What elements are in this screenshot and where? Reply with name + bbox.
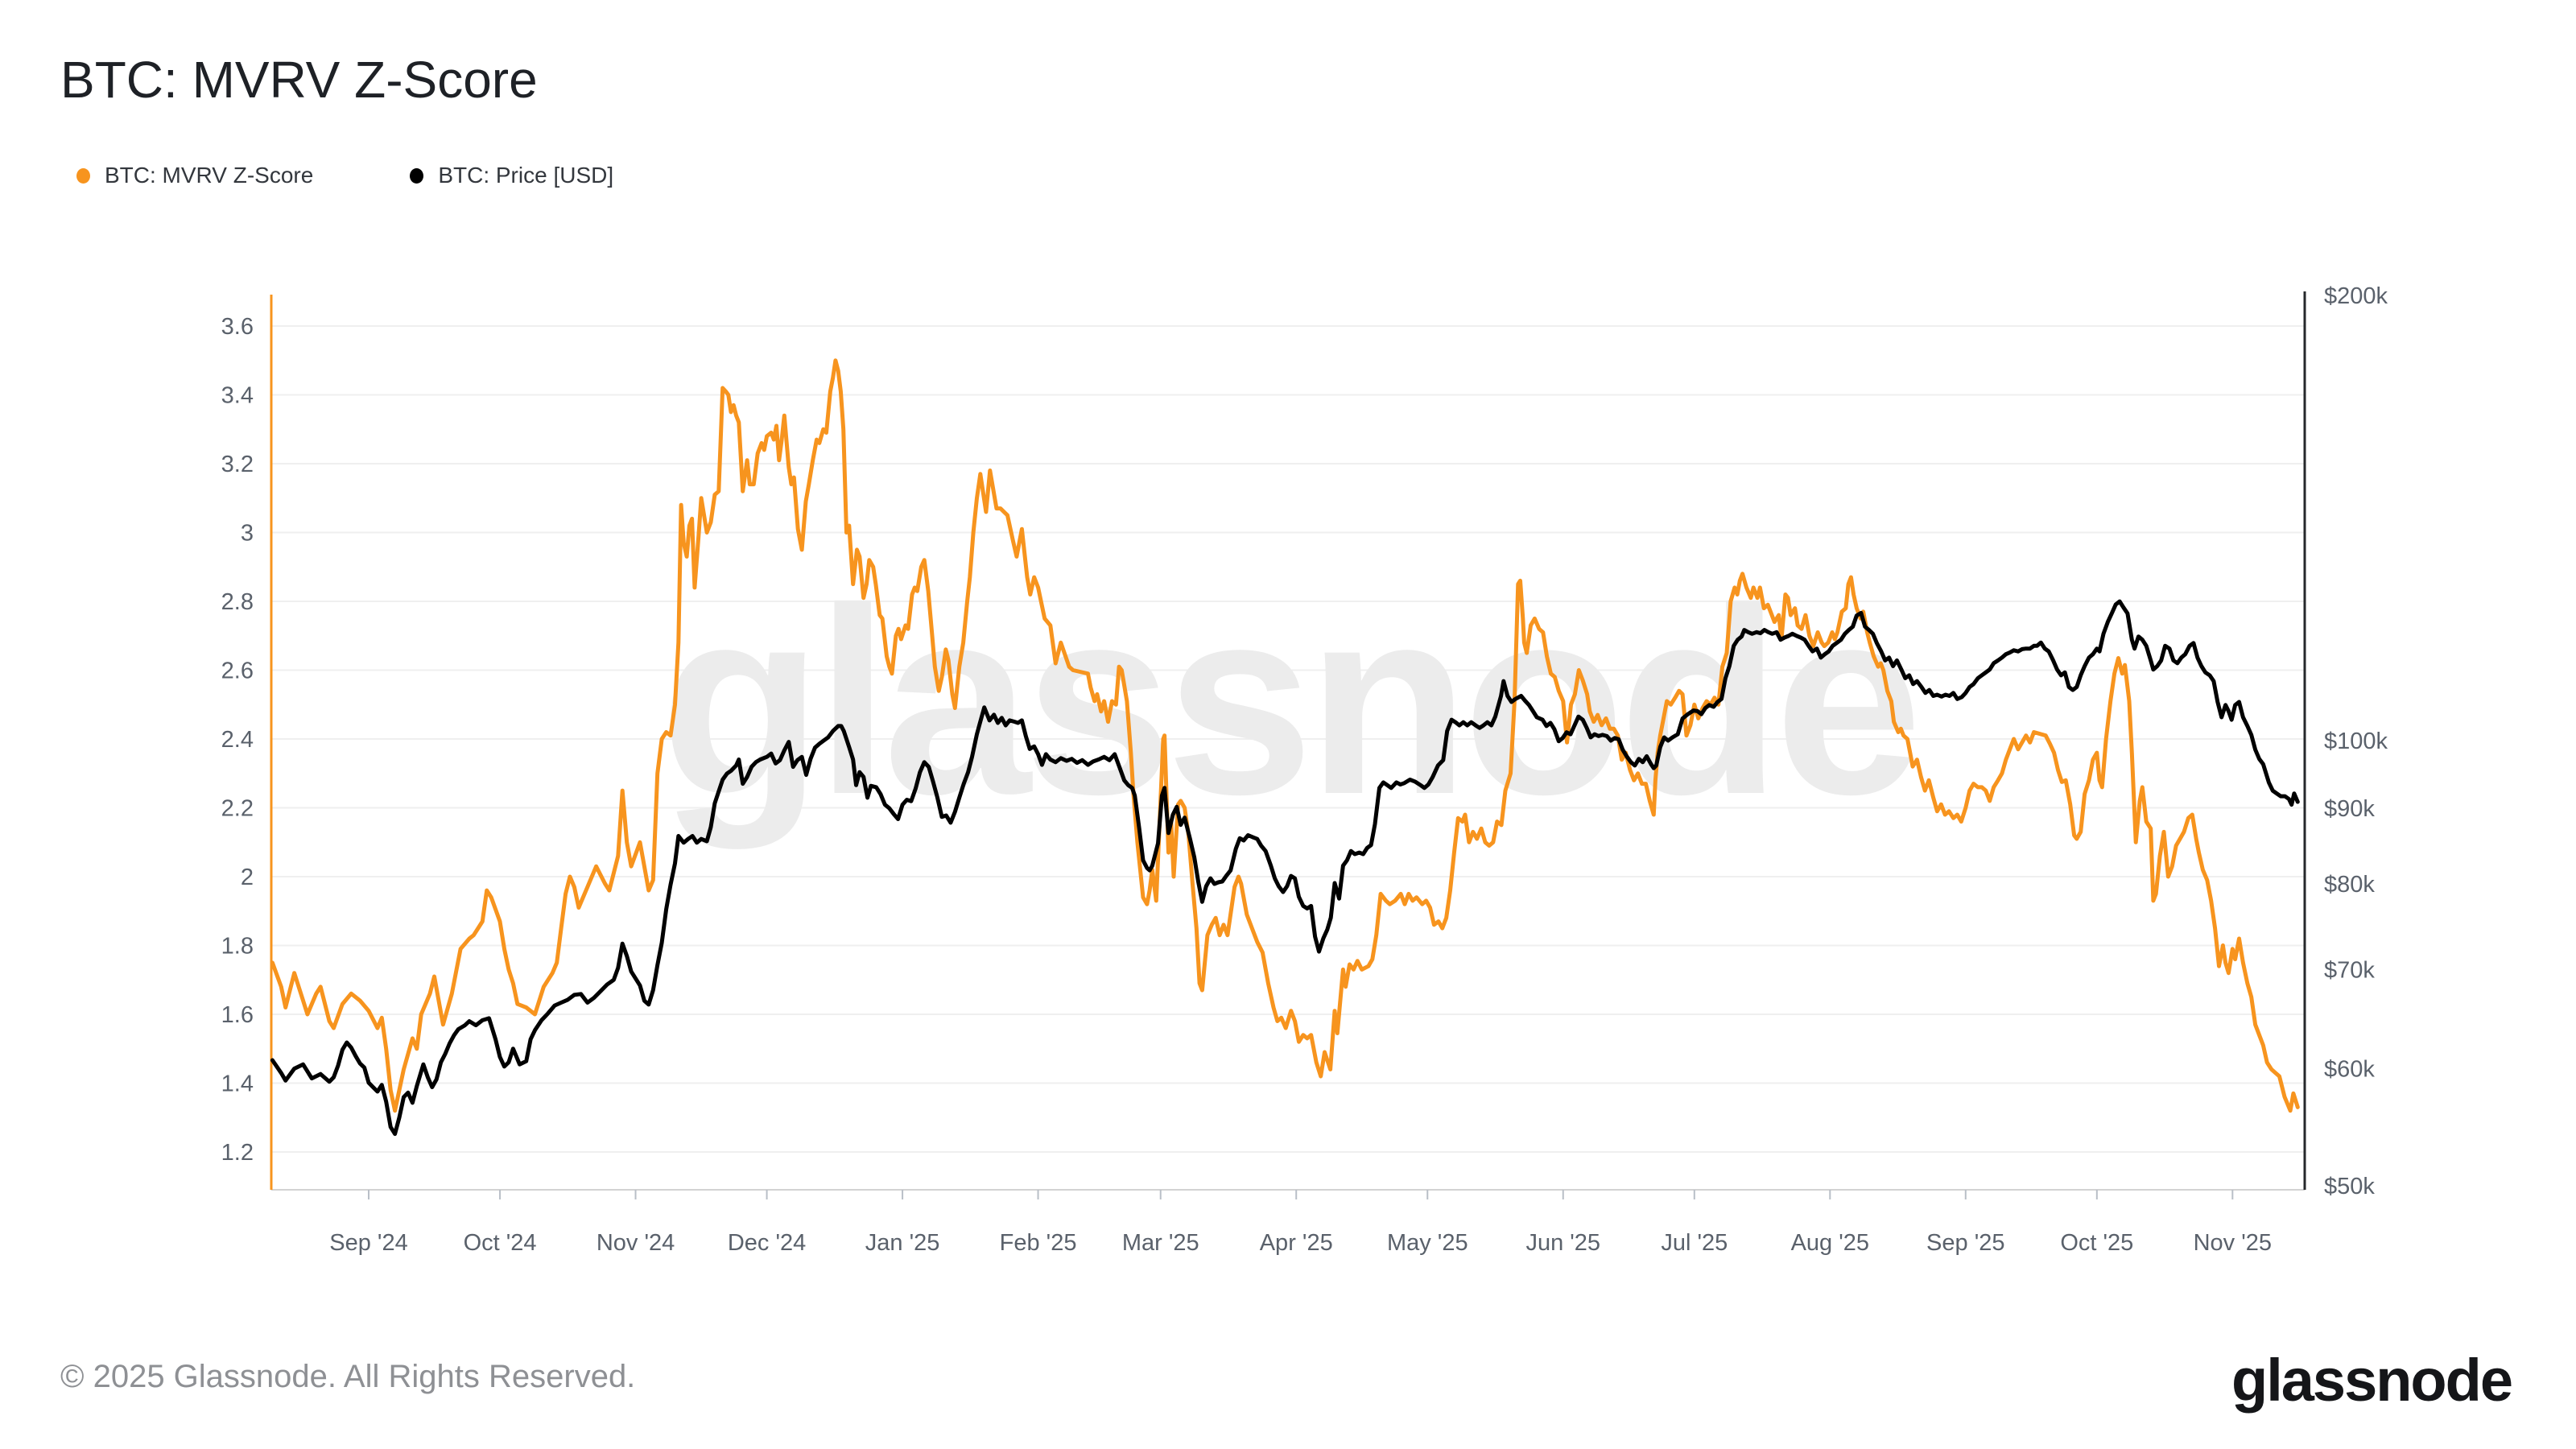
z-tick-label: 3.2 [221,452,254,477]
price-tick-label: $60k [2324,1057,2375,1083]
z-tick-label: 3.4 [221,383,254,409]
legend-item-mvrv[interactable]: BTC: MVRV Z-Score [76,163,313,188]
x-tick-label: Jun '25 [1525,1230,1600,1256]
price-tick-label: $100k [2324,729,2388,754]
price-tick-label: $90k [2324,796,2375,822]
z-tick-label: 2.8 [221,589,254,615]
x-tick-label: Jul '25 [1661,1230,1728,1256]
z-tick-label: 1.4 [221,1071,254,1097]
glassnode-logo: glassnode [2231,1347,2513,1414]
legend-label-price: BTC: Price [USD] [438,163,614,188]
page-title: BTC: MVRV Z-Score [60,51,538,109]
z-tick-label: 2.2 [221,796,254,822]
mvrv-series-dot-icon [76,167,90,184]
x-tick-label: Jan '25 [865,1230,940,1256]
z-tick-label: 3.6 [221,314,254,340]
z-tick-label: 2.6 [221,658,254,684]
z-tick-label: 1.2 [221,1140,254,1166]
x-tick-label: Sep '24 [329,1230,407,1256]
x-tick-label: Nov '25 [2194,1230,2272,1256]
z-tick-label: 2.4 [221,727,254,753]
x-tick-label: May '25 [1387,1230,1468,1256]
legend: BTC: MVRV Z-Score BTC: Price [USD] [76,163,613,188]
x-tick-label: Sep '25 [1926,1230,2004,1256]
legend-item-price[interactable]: BTC: Price [USD] [410,163,613,188]
price-line [270,599,2300,1137]
price-tick-label: $70k [2324,958,2375,984]
x-tick-label: Oct '25 [2060,1230,2133,1256]
z-tick-label: 1.8 [221,934,254,960]
copyright-text: © 2025 Glassnode. All Rights Reserved. [60,1359,636,1394]
z-tick-label: 3 [241,521,254,547]
z-tick-label: 2 [241,865,254,890]
x-tick-label: Feb '25 [1000,1230,1077,1256]
x-tick-label: Nov '24 [597,1230,675,1256]
price-tick-label: $50k [2324,1174,2375,1199]
x-tick-label: Oct '24 [464,1230,537,1256]
x-tick-label: Dec '24 [728,1230,806,1256]
watermark: glassnode [660,552,1916,851]
x-tick-label: Mar '25 [1122,1230,1199,1256]
price-series-dot-icon [410,167,424,184]
price-tick-label: $200k [2324,283,2388,309]
z-tick-label: 1.6 [221,1002,254,1028]
mvrv-line [270,358,2300,1113]
x-tick-label: Apr '25 [1260,1230,1333,1256]
x-tick-label: Aug '25 [1791,1230,1869,1256]
price-tick-label: $80k [2324,872,2375,898]
legend-label-mvrv: BTC: MVRV Z-Score [105,163,314,188]
